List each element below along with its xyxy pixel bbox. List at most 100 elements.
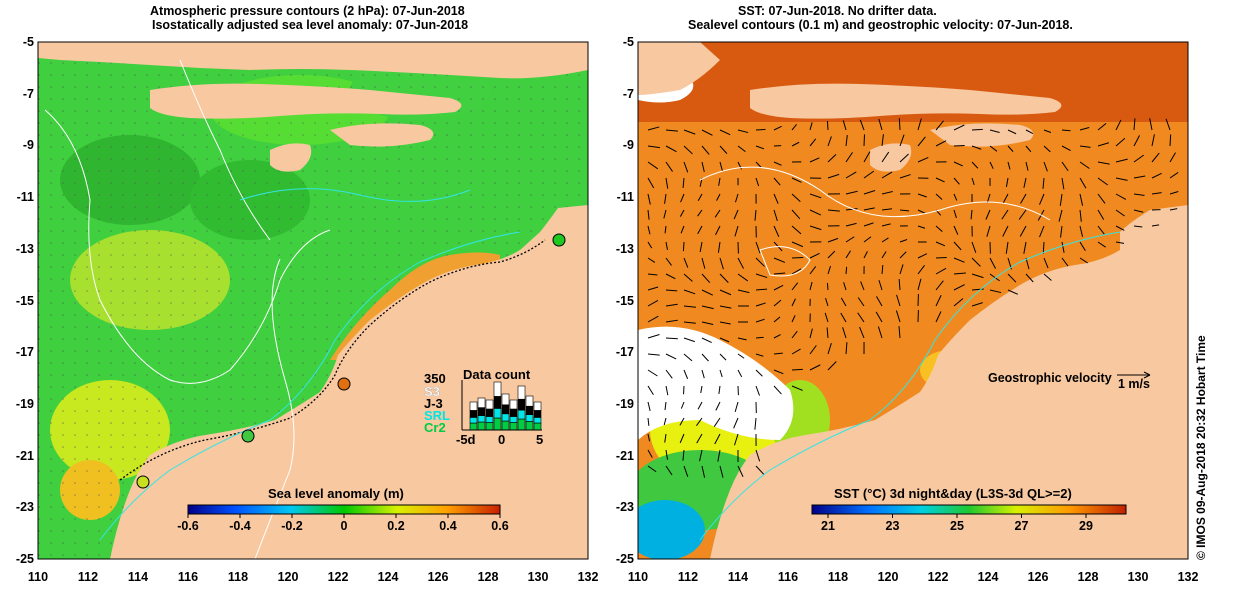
velocity-arrow bbox=[683, 257, 689, 268]
velocity-arrow bbox=[1025, 257, 1030, 270]
velocity-arrow bbox=[895, 310, 901, 323]
dc-xtick-minus5: -5d bbox=[456, 432, 476, 447]
lat-tick-label: -21 bbox=[15, 448, 34, 463]
velocity-arrow bbox=[737, 289, 750, 294]
velocity-arrow bbox=[665, 177, 669, 189]
velocity-arrow bbox=[971, 161, 979, 169]
velocity-arrow bbox=[1025, 145, 1032, 153]
velocity-arrow bbox=[985, 209, 991, 220]
velocity-arrow bbox=[1115, 225, 1125, 231]
velocity-arrow bbox=[824, 312, 829, 323]
velocity-arrow bbox=[755, 128, 766, 131]
velocity-arrow bbox=[701, 145, 710, 155]
velocity-arrow bbox=[1169, 172, 1179, 179]
velocity-arrow bbox=[1169, 152, 1176, 163]
velocity-arrow bbox=[647, 273, 658, 276]
velocity-arrow bbox=[935, 225, 943, 232]
velocity-arrow bbox=[773, 225, 780, 238]
velocity-arrow bbox=[1025, 129, 1034, 134]
velocity-arrow bbox=[791, 268, 802, 275]
velocity-arrow bbox=[809, 281, 813, 291]
velocity-arrow bbox=[1151, 224, 1160, 227]
credit-text: © IMOS 09-Aug-2018 20:32 Hobart Time bbox=[1194, 335, 1208, 560]
velocity-arrow bbox=[719, 289, 732, 296]
velocity-arrow bbox=[1019, 225, 1027, 237]
velocity-arrow bbox=[665, 303, 678, 307]
velocity-arrow bbox=[1061, 257, 1069, 267]
velocity-arrow bbox=[755, 369, 763, 377]
velocity-arrow bbox=[953, 193, 958, 201]
velocity-arrow bbox=[1097, 193, 1106, 204]
velocity-arrow bbox=[701, 129, 713, 136]
velocity-arrow bbox=[647, 241, 653, 249]
velocity-arrow bbox=[989, 161, 994, 169]
sla-tick-label: 0 bbox=[340, 519, 348, 533]
data-count-bar-segment bbox=[533, 401, 542, 411]
velocity-arrow bbox=[664, 401, 667, 411]
lat-tick-label: -17 bbox=[15, 345, 34, 360]
velocity-arrow bbox=[791, 282, 799, 291]
velocity-arrow bbox=[809, 266, 817, 275]
velocity-arrow bbox=[859, 326, 865, 339]
velocity-arrow bbox=[935, 280, 944, 291]
velocity-arrow bbox=[665, 289, 678, 292]
lon-tick-label: 112 bbox=[77, 570, 99, 584]
velocity-arrow bbox=[809, 209, 822, 216]
velocity-arrow bbox=[845, 342, 848, 355]
velocity-arrow bbox=[1079, 177, 1087, 189]
data-count-bar-segment bbox=[517, 385, 526, 400]
velocity-arrow bbox=[827, 342, 832, 355]
velocity-arrow bbox=[665, 337, 678, 340]
velocity-arrow bbox=[1079, 257, 1088, 264]
velocity-arrow bbox=[1115, 137, 1126, 147]
velocity-arrow bbox=[863, 190, 876, 195]
velocity-arrow bbox=[773, 193, 779, 204]
velocity-arrow bbox=[773, 334, 781, 339]
velocity-arrow bbox=[791, 385, 803, 391]
velocity-arrow bbox=[647, 369, 658, 377]
velocity-arrow bbox=[989, 273, 1000, 282]
lat-tick-label: -23 bbox=[615, 500, 634, 515]
data-count-bar-segment bbox=[485, 399, 494, 410]
velocity-arrow bbox=[1043, 257, 1049, 269]
velocity-arrow bbox=[809, 157, 820, 163]
velocity-arrow bbox=[971, 273, 984, 279]
velocity-arrow bbox=[898, 279, 901, 291]
velocity-arrow bbox=[953, 225, 959, 235]
sst-colorbar-label: SST (°C) 3d night&day (L3S-3d QL>=2) bbox=[834, 486, 1072, 501]
velocity-arrow bbox=[683, 465, 689, 477]
velocity-arrow bbox=[1115, 209, 1125, 217]
velocity-arrow bbox=[733, 417, 739, 429]
velocity-arrow bbox=[1007, 161, 1011, 170]
velocity-arrow bbox=[696, 417, 703, 427]
sst-tick-label: 29 bbox=[1079, 519, 1093, 533]
velocity-arrow bbox=[1169, 134, 1172, 147]
velocity-arrow bbox=[935, 294, 942, 307]
velocity-arrow bbox=[845, 135, 848, 147]
velocity-arrow bbox=[737, 337, 747, 341]
velocity-arrow bbox=[881, 191, 893, 195]
lon-tick-label: 120 bbox=[877, 570, 899, 584]
lat-tick-label: -11 bbox=[16, 190, 34, 205]
velocity-arrow bbox=[665, 273, 676, 280]
velocity-arrow bbox=[737, 353, 745, 359]
velocity-legend-label: Geostrophic velocity bbox=[988, 371, 1112, 385]
velocity-arrow bbox=[1060, 225, 1063, 238]
velocity-arrow bbox=[953, 161, 963, 167]
velocity-arrow bbox=[1151, 192, 1162, 195]
velocity-arrow bbox=[1133, 135, 1140, 147]
velocity-arrow bbox=[773, 369, 784, 375]
velocity-arrow bbox=[719, 273, 729, 283]
velocity-arrow bbox=[989, 257, 996, 269]
velocity-arrow bbox=[665, 161, 673, 172]
velocity-arrow bbox=[917, 193, 927, 198]
lon-tick-label: 110 bbox=[627, 570, 649, 584]
velocity-arrow bbox=[826, 121, 829, 131]
velocity-arrow bbox=[773, 316, 781, 323]
velocity-arrow bbox=[1169, 191, 1179, 195]
velocity-arrow bbox=[755, 161, 762, 168]
lat-tick-label: -23 bbox=[15, 500, 34, 515]
velocity-arrow bbox=[1039, 225, 1045, 238]
velocity-arrow bbox=[1043, 145, 1051, 153]
tide-gauge-marker bbox=[241, 429, 255, 443]
